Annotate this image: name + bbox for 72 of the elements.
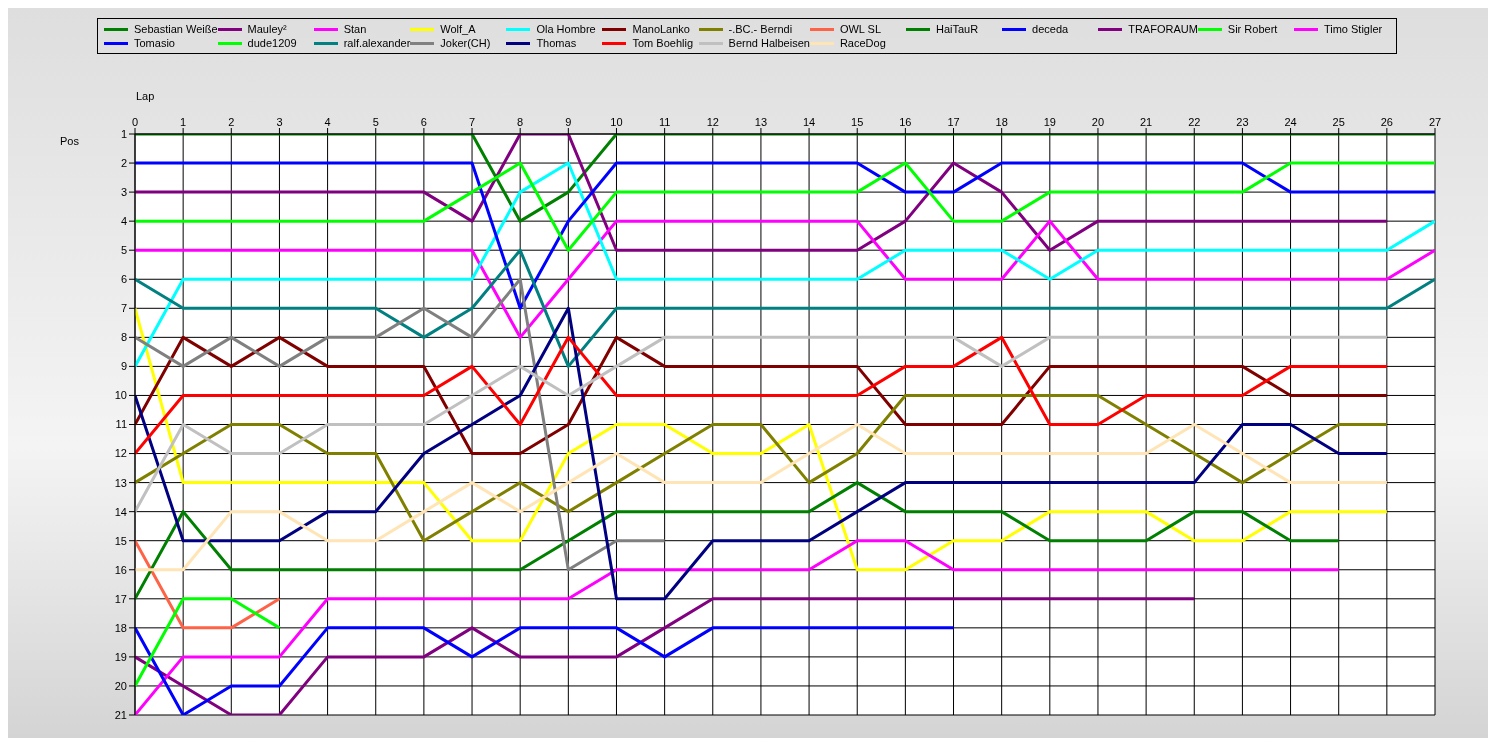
legend-label: Bernd Halbeisen bbox=[728, 37, 810, 49]
legend-label: dude1209 bbox=[247, 37, 297, 49]
x-tick-label: 8 bbox=[517, 116, 524, 128]
x-tick-label: 17 bbox=[947, 116, 960, 128]
x-tick-label: 25 bbox=[1332, 116, 1345, 128]
legend-label: ManoLanko bbox=[632, 23, 690, 35]
y-tick-label: 13 bbox=[114, 476, 127, 489]
x-tick-label: 19 bbox=[1043, 116, 1056, 128]
x-tick-label: 14 bbox=[802, 116, 816, 128]
legend-label: Ola Hombre bbox=[536, 23, 596, 35]
legend-label: TRAFORAUM bbox=[1128, 23, 1198, 35]
y-tick-label: 16 bbox=[114, 563, 127, 576]
y-tick-label: 8 bbox=[120, 331, 127, 344]
legend-label: Mauley² bbox=[247, 23, 287, 35]
legend-label: RaceDog bbox=[839, 37, 886, 49]
legend-label: deceda bbox=[1032, 23, 1069, 35]
x-tick-label: 0 bbox=[131, 116, 139, 128]
x-tick-label: 15 bbox=[851, 116, 864, 128]
x-tick-label: 13 bbox=[754, 116, 768, 128]
y-tick-label: 1 bbox=[120, 127, 127, 140]
legend-label: HaiTauR bbox=[935, 23, 979, 35]
legend-label: Sebastian Weiße bbox=[134, 23, 218, 35]
y-tick-label: 18 bbox=[114, 621, 127, 634]
x-tick-label: 16 bbox=[899, 116, 912, 128]
y-tick-label: 17 bbox=[114, 592, 127, 605]
y-tick-label: 3 bbox=[120, 186, 127, 199]
x-tick-label: 18 bbox=[995, 116, 1008, 128]
y-tick-label: 14 bbox=[114, 505, 127, 518]
y-tick-label: 21 bbox=[114, 708, 127, 721]
y-tick-label: 11 bbox=[115, 418, 127, 431]
x-tick-label: 27 bbox=[1428, 116, 1442, 128]
legend-label: Sir Robert bbox=[1227, 23, 1278, 35]
x-tick-label: 4 bbox=[324, 116, 331, 128]
x-tick-label: 7 bbox=[468, 116, 476, 128]
y-tick-label: 4 bbox=[120, 215, 127, 228]
x-tick-label: 11 bbox=[658, 116, 671, 128]
x-tick-label: 24 bbox=[1284, 116, 1297, 128]
x-tick-label: 10 bbox=[610, 116, 623, 128]
y-tick-label: 15 bbox=[114, 534, 127, 547]
y-tick-label: 6 bbox=[120, 273, 127, 286]
y-axis-title: Pos bbox=[60, 135, 79, 147]
x-tick-label: 23 bbox=[1236, 116, 1249, 128]
legend-label: ralf.alexander bbox=[343, 37, 411, 49]
legend-label: Timo Stigler bbox=[1323, 23, 1383, 35]
legend-label: Wolf_A bbox=[440, 23, 476, 35]
y-tick-label: 5 bbox=[120, 244, 127, 257]
x-tick-label: 20 bbox=[1091, 116, 1105, 128]
x-tick-label: 26 bbox=[1380, 116, 1393, 128]
y-tick-label: 7 bbox=[120, 302, 127, 315]
x-axis-title: Lap bbox=[136, 90, 155, 102]
legend-label: -.BC.- Berndi bbox=[728, 23, 793, 35]
y-tick-label: 9 bbox=[120, 360, 127, 373]
y-tick-label: 19 bbox=[114, 650, 127, 663]
x-tick-label: 22 bbox=[1188, 116, 1201, 128]
x-tick-label: 9 bbox=[565, 116, 572, 128]
legend-label: Thomas bbox=[536, 37, 577, 49]
x-tick-label: 5 bbox=[372, 116, 379, 128]
y-tick-label: 20 bbox=[114, 679, 127, 692]
x-tick-label: 2 bbox=[228, 116, 235, 128]
y-tick-label: 10 bbox=[114, 389, 127, 402]
x-tick-label: 21 bbox=[1139, 116, 1153, 128]
x-tick-label: 3 bbox=[276, 116, 283, 128]
y-tick-label: 2 bbox=[120, 156, 127, 169]
x-tick-label: 12 bbox=[706, 116, 719, 128]
legend-label: Tomasio bbox=[134, 37, 175, 49]
legend-label: Tom Boehlig bbox=[632, 37, 694, 49]
y-tick-label: 12 bbox=[114, 447, 127, 460]
legend-label: OWL SL bbox=[839, 23, 882, 35]
legend-label: Stan bbox=[343, 23, 367, 35]
x-tick-label: 1 bbox=[180, 116, 187, 128]
x-tick-label: 6 bbox=[420, 116, 427, 128]
legend-label: Joker(CH) bbox=[440, 37, 491, 49]
